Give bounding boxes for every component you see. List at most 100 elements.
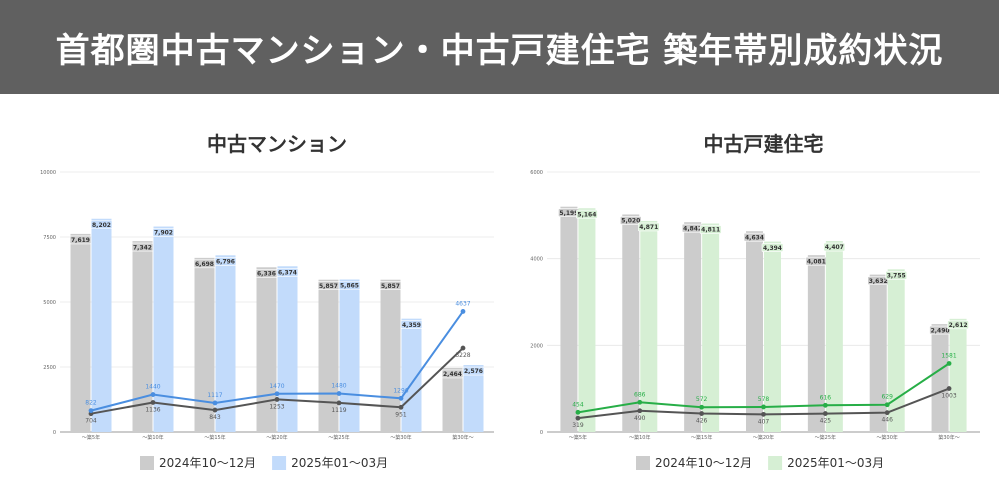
line-point	[460, 309, 466, 314]
bar	[622, 214, 640, 432]
line-label: 578	[758, 396, 770, 403]
data-label: 5,865	[340, 283, 359, 290]
y-tick-label: 2500	[43, 365, 56, 371]
data-label-box	[761, 243, 784, 252]
bar	[560, 206, 578, 432]
line-label: 426	[696, 418, 708, 425]
data-label: 5,857	[381, 283, 400, 290]
line-label: 572	[696, 396, 708, 403]
legend-label: 2024年10～12月	[159, 456, 256, 470]
x-tick-label: 築30年～	[938, 434, 959, 441]
line-label: 3228	[455, 352, 470, 359]
bar	[887, 269, 905, 432]
line-point	[212, 400, 218, 406]
line-point	[822, 411, 828, 416]
line-label: 1296	[393, 387, 408, 394]
data-label-box	[379, 281, 402, 291]
y-tick-label: 5000	[43, 300, 56, 306]
chart-title: 中古戸建住宅	[704, 132, 824, 156]
line-label: 1253	[269, 403, 284, 410]
bar	[153, 226, 174, 432]
line-point	[212, 407, 218, 413]
bar	[91, 218, 112, 432]
data-label: 6,796	[216, 259, 235, 266]
x-tick-label: ～築25年	[815, 434, 836, 441]
data-label: 2,612	[949, 322, 968, 329]
bar	[442, 367, 463, 432]
data-label: 5,164	[577, 211, 596, 218]
line-label: 843	[209, 414, 221, 421]
page-title: 首都圏中古マンション・中古戸建住宅 築年帯別成約状況	[55, 30, 944, 71]
line-point	[761, 404, 766, 410]
line-label: 4637	[455, 300, 470, 307]
y-tick-label: 6000	[530, 170, 543, 176]
y-tick-label: 2000	[530, 343, 543, 349]
line-point	[946, 386, 952, 391]
bar	[702, 223, 720, 432]
data-label-box	[90, 220, 113, 230]
bar	[684, 222, 702, 432]
line-point	[637, 408, 643, 414]
line-point	[150, 392, 156, 397]
line-label: 686	[634, 391, 646, 398]
bar	[746, 231, 763, 432]
bar	[132, 241, 153, 432]
legend-label: 2025年01～03月	[291, 456, 388, 470]
line-point	[822, 402, 828, 408]
y-tick-label: 0	[540, 430, 543, 436]
data-label: 4,359	[402, 322, 421, 329]
x-tick-label: 築30年～	[452, 434, 473, 441]
legend-label: 2024年10～12月	[655, 456, 752, 470]
line-label: 704	[85, 418, 97, 425]
data-label: 6,698	[195, 261, 214, 268]
bar	[764, 241, 781, 432]
data-label: 2,490	[931, 327, 950, 334]
bar	[215, 255, 236, 432]
line-point	[336, 400, 342, 406]
data-label-box	[214, 257, 237, 266]
legend-swatch	[140, 456, 154, 470]
data-label-box	[885, 270, 908, 280]
x-tick-label: ～築20年	[753, 434, 774, 441]
data-label: 4,811	[701, 227, 720, 234]
y-tick-label: 7500	[43, 235, 56, 241]
line-label: 1440	[145, 384, 160, 391]
bar	[70, 233, 91, 432]
x-tick-label: ～築10年	[629, 434, 650, 441]
x-tick-label: ～築15年	[204, 434, 225, 441]
data-label: 7,342	[133, 244, 152, 251]
data-label: 6,336	[257, 270, 276, 277]
data-label-box	[152, 228, 175, 237]
y-tick-label: 10000	[40, 170, 56, 176]
data-label-box	[338, 281, 361, 290]
line-label: 1470	[269, 383, 284, 390]
legend-label: 2025年01～03月	[787, 456, 884, 470]
line-label: 1117	[207, 392, 222, 399]
data-label-box	[576, 209, 598, 219]
bar	[256, 267, 277, 432]
line-point	[460, 345, 466, 351]
line-label: 425	[820, 418, 832, 425]
line-point	[274, 397, 280, 402]
data-label-box	[637, 222, 660, 232]
line-label: 616	[820, 394, 832, 401]
data-label: 5,020	[621, 218, 640, 225]
y-tick-label: 4000	[530, 257, 543, 263]
x-tick-label: ～築5年	[569, 434, 587, 441]
line-point	[88, 408, 94, 414]
page-banner: 首都圏中古マンション・中古戸建住宅 築年帯別成約状況	[0, 0, 999, 94]
data-label: 4,871	[639, 224, 658, 231]
data-label: 3,632	[869, 278, 888, 285]
legend-swatch	[272, 456, 287, 470]
data-label: 4,842	[683, 225, 702, 232]
data-label: 4,081	[807, 258, 826, 265]
line-point	[398, 395, 404, 401]
x-tick-label: ～築5年	[82, 434, 100, 441]
x-tick-label: ～築20年	[266, 434, 287, 441]
bar	[380, 279, 401, 432]
line-label: 822	[85, 400, 97, 407]
bar	[949, 318, 967, 432]
line-label: 1581	[941, 352, 956, 359]
data-label: 6,374	[278, 269, 297, 276]
line-point	[398, 404, 404, 410]
